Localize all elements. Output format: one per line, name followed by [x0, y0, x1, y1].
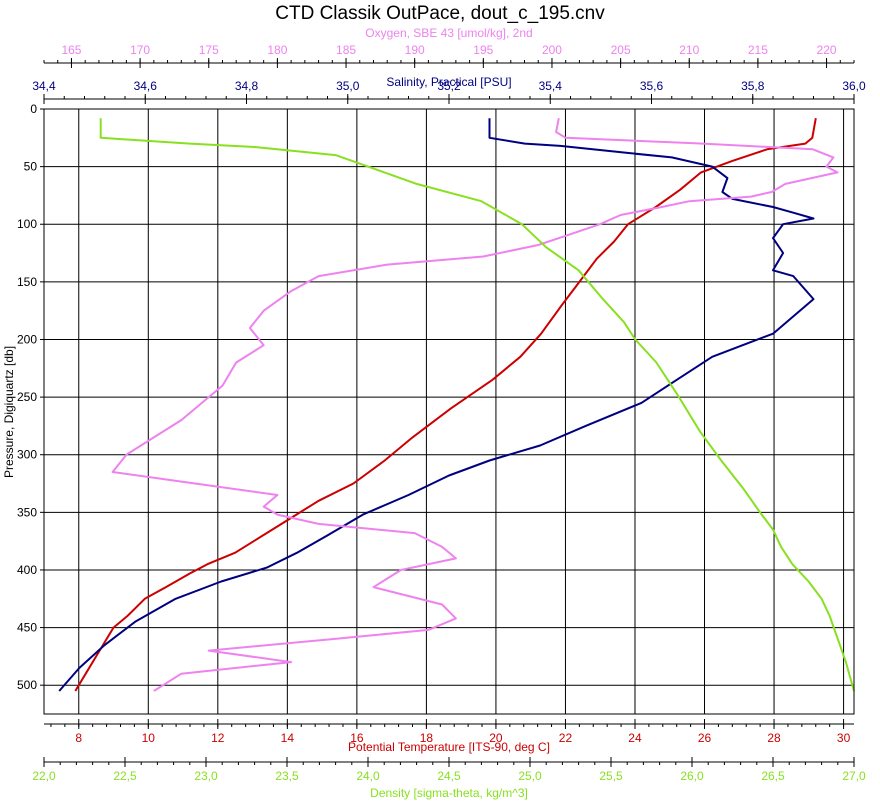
oxygen-tick-label: 195 [473, 43, 493, 57]
oxygen-tick-label: 185 [336, 43, 356, 57]
density-tick-label: 24,5 [437, 769, 461, 783]
temperature-tick-label: 28 [767, 731, 781, 745]
salinity-tick-label: 34,8 [235, 79, 259, 93]
temperature-tick-label: 22 [559, 731, 573, 745]
salinity-tick-label: 34,4 [32, 79, 56, 93]
y-tick-label: 350 [17, 505, 37, 519]
chart-title: CTD Classik OutPace, dout_c_195.cnv [275, 3, 605, 24]
density-tick-label: 24,0 [356, 769, 380, 783]
oxygen-axis-title: Oxygen, SBE 43 [umol/kg], 2nd [365, 26, 532, 40]
oxygen-tick-label: 220 [817, 43, 837, 57]
temperature-tick-label: 12 [211, 731, 225, 745]
temperature-tick-label: 8 [75, 731, 82, 745]
y-axis-title: Pressure, Digiquartz [db] [2, 346, 16, 478]
oxygen-tick-label: 180 [267, 43, 287, 57]
temperature-tick-label: 30 [837, 731, 851, 745]
temperature-tick-label: 18 [420, 731, 434, 745]
axes-layer: 0 50 100 150 200 250 300 350 400 450 500 165 170 175 1… [17, 26, 866, 800]
temperature-axis-title: Potential Temperature [ITS-90, deg C] [348, 740, 550, 754]
oxygen-tick-label: 215 [748, 43, 768, 57]
temperature-tick-label: 26 [698, 731, 712, 745]
density-tick-label: 25,5 [599, 769, 623, 783]
temperature-series-line [74, 118, 817, 692]
oxygen-tick-label: 210 [679, 43, 699, 57]
temperature-tick-label: 24 [628, 731, 642, 745]
temperature-tick-label: 16 [350, 731, 364, 745]
salinity-tick-label: 35,0 [336, 79, 360, 93]
salinity-tick-label: 36,0 [842, 79, 866, 93]
oxygen-tick-label: 175 [199, 43, 219, 57]
y-tick-label: 50 [24, 160, 38, 174]
density-series-line [99, 118, 855, 692]
series-layer [58, 118, 855, 692]
temperature-tick-label: 20 [489, 731, 503, 745]
oxygen-tick-label: 205 [611, 43, 631, 57]
density-tick-label: 25,0 [518, 769, 542, 783]
salinity-axis-title: Salinity, Practical [PSU] [386, 75, 511, 89]
oxygen-tick-label: 200 [542, 43, 562, 57]
salinity-tick-label: 35,2 [437, 79, 461, 93]
temperature-tick-label: 14 [281, 731, 295, 745]
temperature-tick-label: 10 [142, 731, 156, 745]
density-tick-label: 27,0 [842, 769, 866, 783]
y-tick-label: 500 [17, 678, 37, 692]
y-tick-label: 450 [17, 621, 37, 635]
oxygen-tick-label: 170 [130, 43, 150, 57]
density-tick-label: 26,5 [761, 769, 785, 783]
density-tick-label: 22,5 [113, 769, 137, 783]
y-tick-label: 200 [17, 332, 37, 346]
density-tick-label: 22,0 [32, 769, 56, 783]
oxygen-tick-label: 190 [405, 43, 425, 57]
density-tick-label: 23,0 [194, 769, 218, 783]
salinity-tick-label: 34,6 [134, 79, 158, 93]
y-tick-label: 0 [30, 102, 37, 116]
y-tick-label: 400 [17, 563, 37, 577]
salinity-tick-label: 35,4 [539, 79, 563, 93]
density-axis-title: Density [sigma-theta, kg/m^3] [370, 786, 528, 800]
y-tick-label: 100 [17, 217, 37, 231]
oxygen-series-line [111, 118, 839, 692]
density-tick-label: 26,0 [680, 769, 704, 783]
salinity-tick-label: 35,6 [640, 79, 664, 93]
y-tick-label: 300 [17, 448, 37, 462]
oxygen-tick-label: 165 [61, 43, 81, 57]
plot-frame [43, 108, 855, 715]
density-tick-label: 23,5 [275, 769, 299, 783]
salinity-tick-label: 35,8 [741, 79, 765, 93]
y-tick-label: 250 [17, 390, 37, 404]
salinity-series-line [58, 118, 815, 692]
y-tick-label: 150 [17, 275, 37, 289]
